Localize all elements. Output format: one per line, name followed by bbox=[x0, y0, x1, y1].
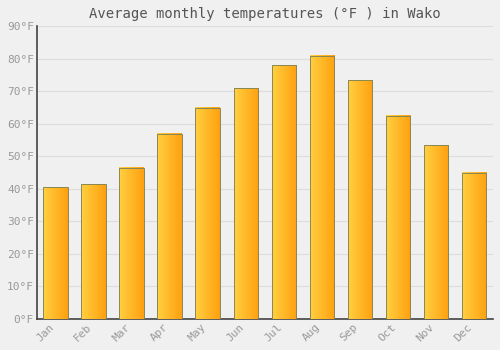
Bar bbox=[82, 184, 106, 319]
Bar bbox=[158, 134, 182, 319]
Bar bbox=[196, 107, 220, 319]
Bar bbox=[310, 56, 334, 319]
Bar bbox=[44, 187, 68, 319]
Bar bbox=[424, 145, 448, 319]
Bar bbox=[120, 168, 144, 319]
Title: Average monthly temperatures (°F ) in Wako: Average monthly temperatures (°F ) in Wa… bbox=[89, 7, 441, 21]
Bar bbox=[234, 88, 258, 319]
Bar bbox=[462, 173, 486, 319]
Bar bbox=[386, 116, 410, 319]
Bar bbox=[272, 65, 296, 319]
Bar bbox=[348, 80, 372, 319]
